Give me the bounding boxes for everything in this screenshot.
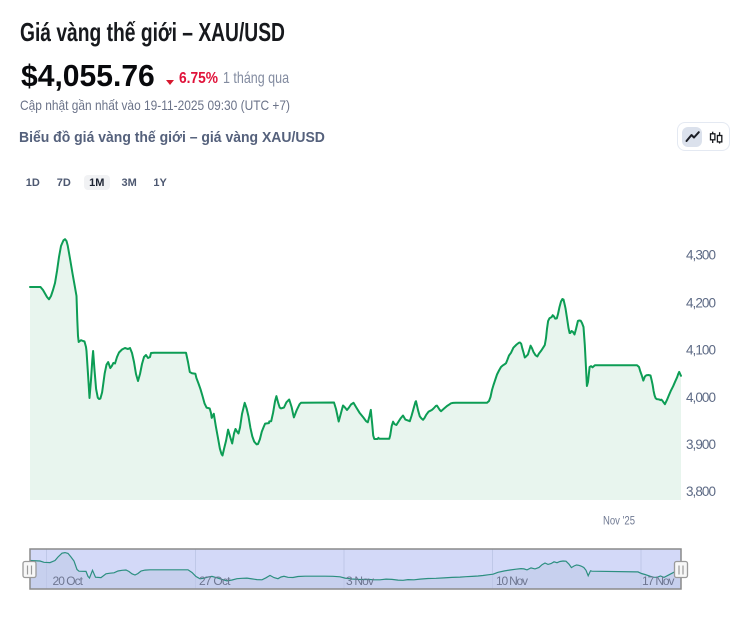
svg-text:10 Nov: 10 Nov <box>496 574 528 588</box>
svg-text:Nov '25: Nov '25 <box>603 516 635 528</box>
svg-text:3,800: 3,800 <box>686 484 716 499</box>
svg-text:3,900: 3,900 <box>686 437 716 452</box>
svg-text:3 Nov: 3 Nov <box>346 574 374 588</box>
svg-text:20 Oct: 20 Oct <box>53 574 84 588</box>
svg-text:4,200: 4,200 <box>686 296 716 311</box>
svg-text:4,300: 4,300 <box>686 248 716 263</box>
svg-text:27 Oct: 27 Oct <box>199 574 231 588</box>
svg-text:4,100: 4,100 <box>686 343 716 358</box>
svg-text:17 Nov: 17 Nov <box>642 574 675 588</box>
svg-text:4,000: 4,000 <box>686 390 716 405</box>
